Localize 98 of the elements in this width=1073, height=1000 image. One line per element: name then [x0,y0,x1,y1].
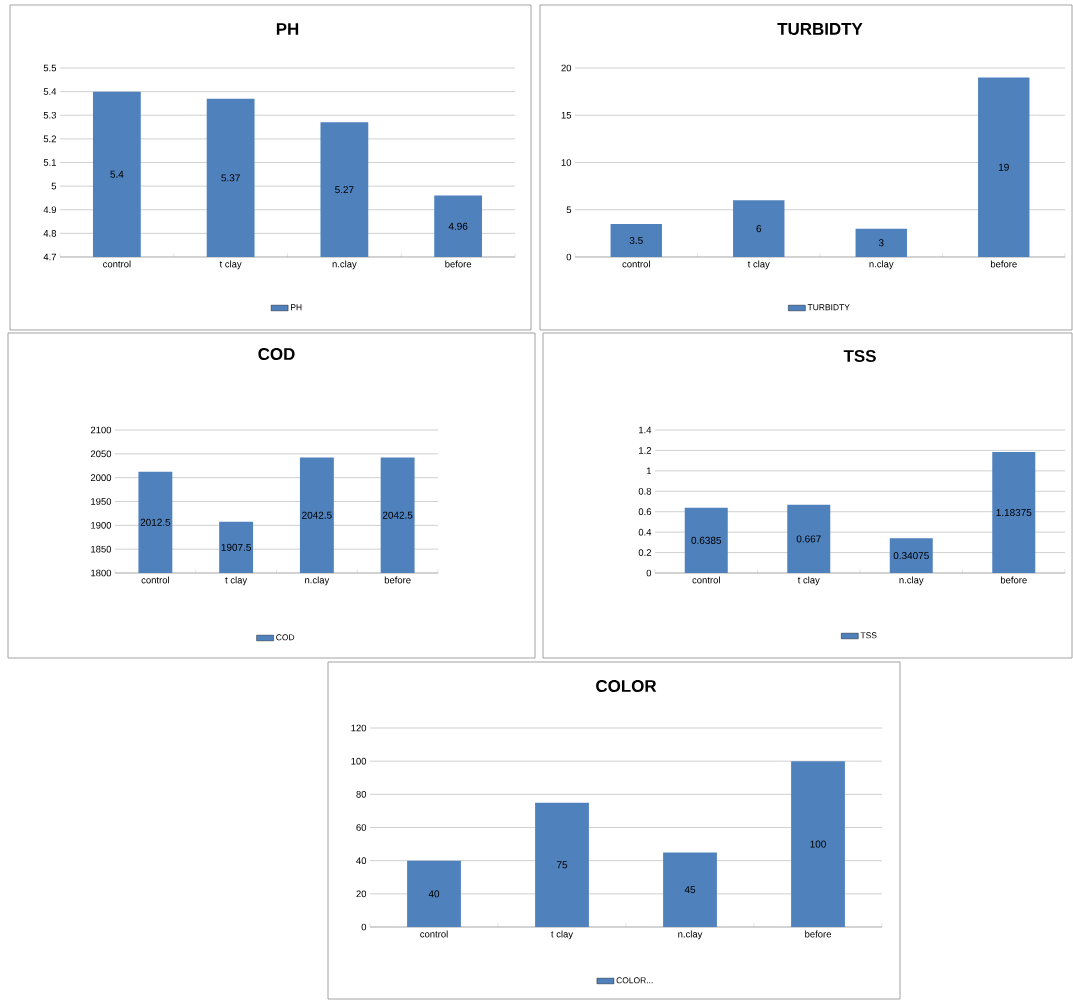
y-tick-label: 1.2 [639,447,652,454]
chart-title: TSS [843,350,876,363]
y-tick-label: 5.3 [43,111,57,119]
x-tick-label: control [420,930,448,938]
y-tick-label: 4.9 [43,206,57,214]
x-tick-label: before [384,576,411,584]
y-tick-label: 2100 [90,426,112,434]
data-label: 2012.5 [140,518,171,526]
data-label: 6 [756,225,762,233]
x-tick-label: before [445,260,472,268]
legend-label: PH [291,304,302,311]
y-tick-label: 1900 [91,521,112,529]
data-label: 45 [684,886,696,894]
y-tick-label: 4.7 [43,253,57,261]
data-label: 0.667 [796,535,821,543]
chart-title: COD [258,348,295,361]
data-label: 2042.5 [382,511,413,519]
x-tick-label: control [692,576,720,584]
chart-title: PH [276,23,299,35]
data-label: 5.4 [110,170,124,178]
data-label: 3.5 [629,236,643,244]
y-tick-label: 1.4 [639,426,652,434]
data-label: 3 [878,239,884,247]
y-tick-label: 15 [561,111,572,119]
y-tick-label: 2050 [90,450,112,458]
y-tick-label: 60 [356,824,367,831]
x-tick-label: n.clay [869,260,894,270]
y-tick-label: 4.8 [43,230,57,237]
y-tick-label: 120 [351,724,367,732]
data-label: 40 [428,890,440,898]
legend-label: COD [276,634,295,641]
x-tick-label: t clay [747,260,770,270]
bar [733,200,785,257]
bar [684,507,728,573]
bar [791,761,845,927]
data-label: 2042.5 [302,511,332,519]
y-tick-label: 5.5 [43,64,57,72]
y-tick-label: 2000 [90,474,112,482]
y-tick-label: 1950 [91,498,112,505]
chart-title: TURBIDTY [777,23,863,35]
data-label: 1.18375 [996,509,1032,517]
x-tick-label: control [141,576,169,584]
y-tick-label: 1850 [91,545,112,553]
x-tick-label: n.clay [899,576,924,586]
bar [407,860,461,927]
legend-label: COLOR... [616,977,653,984]
bar [992,452,1036,573]
y-tick-label: 20 [561,64,572,72]
y-tick-label: 5 [566,206,572,214]
data-label: 5.37 [221,174,240,182]
x-tick-label: t clay [225,576,248,586]
bar [663,852,717,927]
y-tick-label: 1 [646,467,652,475]
bar [610,223,662,257]
bar [978,77,1030,257]
bar [535,802,589,927]
y-tick-label: 5.4 [43,88,57,95]
y-tick-label: 5.2 [43,135,57,143]
x-tick-label: t clay [219,260,242,270]
x-tick-label: t clay [797,576,820,586]
y-tick-label: 0.4 [638,528,652,536]
data-label: 0.6385 [691,536,722,544]
data-label: 100 [810,840,826,848]
bar [855,228,907,257]
chart-title: COLOR [596,680,657,693]
y-tick-label: 100 [351,757,367,765]
data-label: 1907.5 [221,543,251,551]
data-label: 5.27 [335,186,354,194]
y-tick-label: 0.2 [638,549,652,556]
x-tick-label: before [805,930,831,938]
x-tick-label: n.clay [305,576,330,586]
data-label: 19 [998,163,1009,171]
x-tick-label: control [622,260,650,268]
x-tick-label: before [1000,576,1027,584]
x-tick-label: before [990,260,1017,268]
legend-label: TSS [860,632,877,639]
legend-label: TURBIDTY [807,304,850,311]
y-tick-label: 0.8 [638,487,652,495]
y-tick-label: 10 [561,159,572,166]
data-label: 4.96 [448,222,468,230]
y-tick-label: 1800 [91,569,112,577]
y-tick-label: 0 [566,253,572,261]
y-tick-label: 0 [646,569,652,577]
y-tick-label: 40 [356,857,367,865]
x-tick-label: t clay [551,930,574,940]
y-tick-label: 5 [51,182,57,190]
bar [889,538,933,573]
data-label: 0.34075 [893,552,929,560]
y-tick-label: 0 [361,923,367,931]
bar [787,504,831,573]
y-tick-label: 0.6 [638,508,652,516]
data-label: 75 [556,861,568,869]
x-tick-label: n.clay [678,930,703,940]
x-tick-label: n.clay [332,260,357,270]
y-tick-label: 80 [356,790,367,798]
y-tick-label: 5.1 [43,159,57,166]
x-tick-label: control [103,260,131,268]
y-tick-label: 20 [356,890,367,898]
